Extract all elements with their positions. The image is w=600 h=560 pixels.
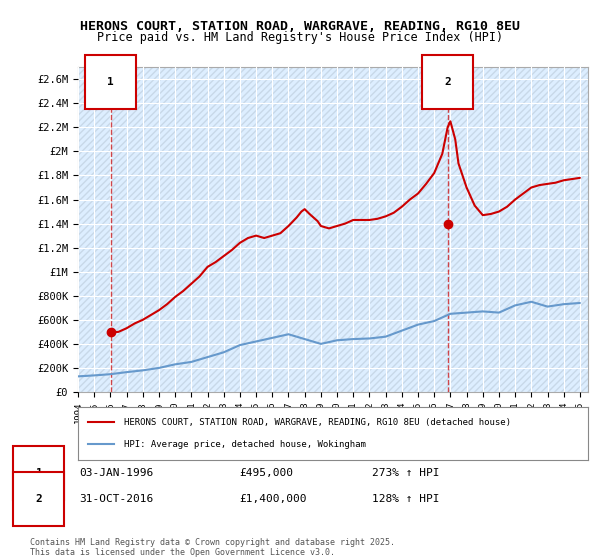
Text: HERONS COURT, STATION ROAD, WARGRAVE, READING, RG10 8EU: HERONS COURT, STATION ROAD, WARGRAVE, RE… [80, 20, 520, 32]
Text: £1,400,000: £1,400,000 [240, 494, 307, 504]
Text: 2: 2 [444, 77, 451, 87]
Text: Contains HM Land Registry data © Crown copyright and database right 2025.
This d: Contains HM Land Registry data © Crown c… [30, 538, 395, 557]
Text: 03-JAN-1996: 03-JAN-1996 [80, 468, 154, 478]
Text: £495,000: £495,000 [240, 468, 294, 478]
Text: Price paid vs. HM Land Registry's House Price Index (HPI): Price paid vs. HM Land Registry's House … [97, 31, 503, 44]
Text: 1: 1 [107, 77, 114, 87]
Text: HPI: Average price, detached house, Wokingham: HPI: Average price, detached house, Woki… [124, 440, 366, 449]
Text: 2: 2 [35, 494, 42, 504]
Text: 1: 1 [35, 468, 42, 478]
Text: 273% ↑ HPI: 273% ↑ HPI [372, 468, 440, 478]
Text: 31-OCT-2016: 31-OCT-2016 [80, 494, 154, 504]
FancyBboxPatch shape [78, 67, 588, 392]
Text: HERONS COURT, STATION ROAD, WARGRAVE, READING, RG10 8EU (detached house): HERONS COURT, STATION ROAD, WARGRAVE, RE… [124, 418, 511, 427]
Text: 128% ↑ HPI: 128% ↑ HPI [372, 494, 440, 504]
